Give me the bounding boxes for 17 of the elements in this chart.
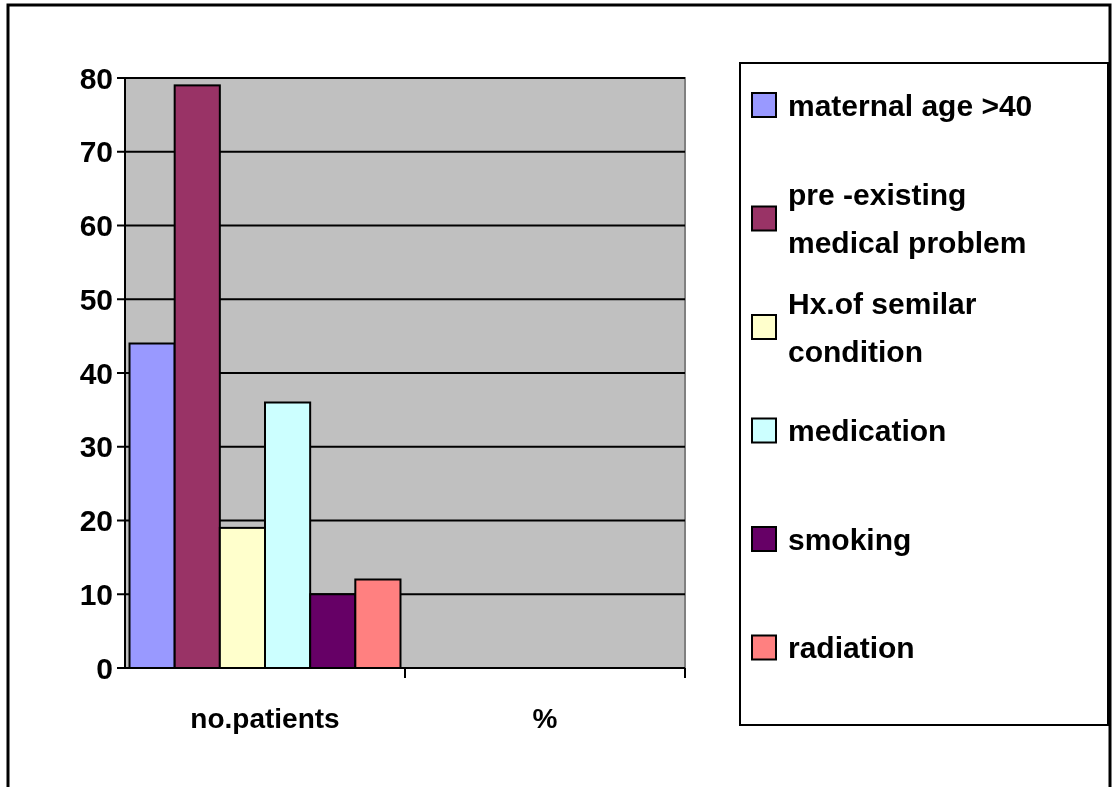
y-tick-label: 80 xyxy=(79,61,113,95)
x-tick-label: % xyxy=(532,703,558,734)
legend-label: maternal age >40 xyxy=(788,88,1033,122)
y-tick-label: 60 xyxy=(79,209,113,242)
y-tick-label: 20 xyxy=(79,504,113,537)
legend-label: radiation xyxy=(788,631,915,664)
y-tick-label: 70 xyxy=(79,135,113,169)
y-tick-label: 30 xyxy=(79,430,113,464)
y-tick-label: 0 xyxy=(96,651,113,685)
legend-label: Hx.of semilar condition xyxy=(788,286,977,368)
y-tick-label: 10 xyxy=(79,577,113,611)
legend-label: smoking xyxy=(788,522,912,556)
y-tick-label: 50 xyxy=(79,282,113,316)
legend-label: pre -existing medical problem xyxy=(788,178,1027,259)
legend-label: medication xyxy=(788,414,947,447)
x-tick-label: no.patients xyxy=(190,703,340,734)
y-tick-label: 40 xyxy=(79,356,113,390)
